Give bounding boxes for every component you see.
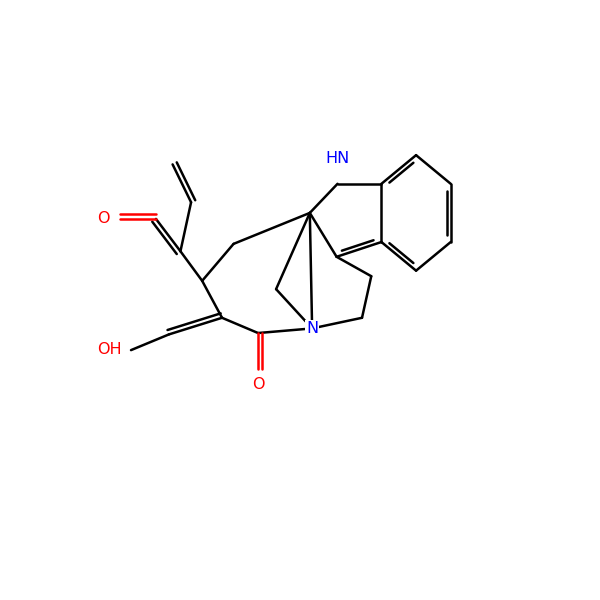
Text: O: O — [252, 377, 265, 392]
Text: N: N — [306, 321, 318, 336]
Text: HN: HN — [325, 151, 350, 166]
Text: OH: OH — [97, 341, 122, 356]
Text: O: O — [97, 211, 110, 226]
